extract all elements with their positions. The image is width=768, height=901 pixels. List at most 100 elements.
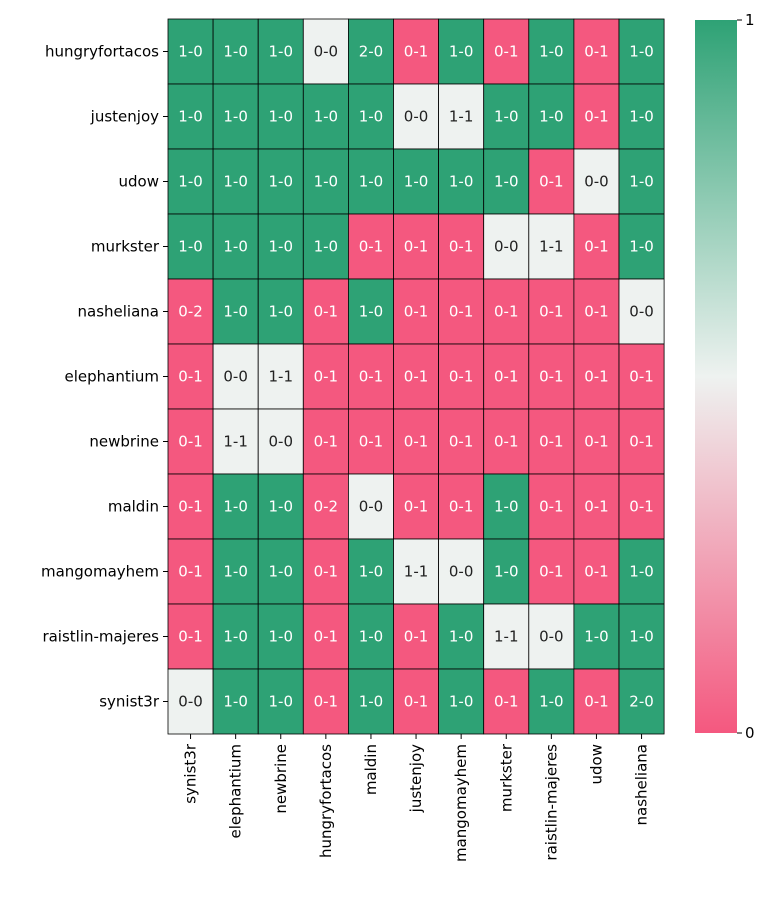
heatmap-cell <box>483 538 530 605</box>
heatmap-cell-label: 0-0 <box>269 433 294 451</box>
heatmap-cell-label: 1-0 <box>539 43 564 61</box>
heatmap-cell <box>528 668 575 735</box>
heatmap-cell-label: 0-1 <box>449 303 474 321</box>
heatmap-cell-label: 0-1 <box>539 173 564 191</box>
heatmap-cell <box>438 538 485 605</box>
heatmap-cell <box>167 148 214 215</box>
heatmap-cell <box>167 278 214 345</box>
heatmap-cell <box>483 18 530 85</box>
heatmap-cell-label: 1-0 <box>269 303 294 321</box>
heatmap-cell <box>212 473 259 540</box>
heatmap-cell <box>483 83 530 150</box>
heatmap-cell <box>573 538 620 605</box>
row-label: hungryfortacos <box>45 43 159 61</box>
heatmap-cell-label: 0-1 <box>584 693 609 711</box>
heatmap-cell <box>257 668 304 735</box>
heatmap-cell-label: 0-1 <box>314 628 339 646</box>
heatmap-cell-label: 1-0 <box>269 238 294 256</box>
heatmap-cell <box>528 343 575 410</box>
heatmap-cell <box>347 83 394 150</box>
heatmap-cell-label: 0-0 <box>449 563 474 581</box>
heatmap-cell-label: 0-1 <box>404 433 429 451</box>
heatmap-cell <box>212 668 259 735</box>
heatmap-cell-label: 1-0 <box>223 108 248 126</box>
heatmap-cell <box>302 278 349 345</box>
heatmap-cell-label: 0-1 <box>404 693 429 711</box>
heatmap-cell <box>573 83 620 150</box>
heatmap-cell-label: 0-1 <box>359 368 384 386</box>
heatmap-cell <box>167 83 214 150</box>
heatmap-cell-label: 1-0 <box>494 108 519 126</box>
heatmap-cell-label: 0-1 <box>584 303 609 321</box>
heatmap-cell-label: 1-0 <box>269 43 294 61</box>
heatmap-cell-label: 1-0 <box>314 238 339 256</box>
heatmap-cell <box>483 408 530 475</box>
heatmap-cell <box>393 473 439 540</box>
heatmap-cell-label: 1-0 <box>629 43 654 61</box>
heatmap-cell-label: 0-1 <box>449 368 474 386</box>
heatmap-cell <box>483 668 530 735</box>
heatmap-cell <box>302 18 349 85</box>
column-label: udow <box>587 744 605 784</box>
heatmap-cell-label: 1-0 <box>178 43 203 61</box>
heatmap-cell-label: 0-1 <box>178 433 203 451</box>
heatmap-cell <box>212 18 259 85</box>
column-label: nasheliana <box>633 744 651 825</box>
heatmap-cell <box>167 473 214 540</box>
heatmap-cell-label: 0-1 <box>314 303 339 321</box>
heatmap-cell <box>618 83 665 150</box>
heatmap-cell-label: 1-0 <box>178 108 203 126</box>
heatmap-cell-label: 1-0 <box>223 563 248 581</box>
heatmap-cell-label: 0-1 <box>584 433 609 451</box>
heatmap-cell <box>302 603 349 670</box>
heatmap-cell <box>438 408 485 475</box>
heatmap-cell-label: 0-1 <box>539 368 564 386</box>
heatmap-cell-label: 1-0 <box>223 498 248 516</box>
heatmap-cell <box>393 668 439 735</box>
heatmap-cell-label: 0-1 <box>584 498 609 516</box>
heatmap-cell-label: 1-0 <box>269 628 294 646</box>
row-label: synist3r <box>99 693 160 711</box>
heatmap-cell <box>302 538 349 605</box>
heatmap-cell <box>618 18 665 85</box>
heatmap-cell <box>618 668 665 735</box>
heatmap-cell <box>573 213 620 280</box>
heatmap-cell <box>618 278 665 345</box>
heatmap-cell <box>573 473 620 540</box>
heatmap-cell <box>438 213 485 280</box>
heatmap-cell-label: 1-0 <box>629 238 654 256</box>
heatmap-cell-label: 1-0 <box>539 108 564 126</box>
heatmap-cell-label: 1-0 <box>223 173 248 191</box>
heatmap-cell-label: 0-0 <box>223 368 248 386</box>
heatmap-cell <box>393 408 439 475</box>
heatmap-cell <box>528 603 575 670</box>
heatmap-cell <box>393 343 439 410</box>
column-label: mangomayhem <box>452 744 470 862</box>
heatmap-cell-label: 0-2 <box>178 303 203 321</box>
heatmap-cell-label: 1-0 <box>359 563 384 581</box>
heatmap-cell <box>618 473 665 540</box>
heatmap-cell <box>528 213 575 280</box>
heatmap-cell <box>347 603 394 670</box>
heatmap-cell-label: 0-1 <box>314 563 339 581</box>
heatmap-cell <box>167 408 214 475</box>
column-label: elephantium <box>227 744 245 839</box>
heatmap-cell <box>167 343 214 410</box>
heatmap-cell-label: 0-1 <box>449 433 474 451</box>
heatmap-cell <box>393 148 439 215</box>
heatmap-cell-label: 0-1 <box>494 433 519 451</box>
row-labels: hungryfortacos justenjoy udow murkster nashe… <box>39 41 168 712</box>
heatmap-cell <box>618 538 665 605</box>
heatmap-cell-label: 1-0 <box>359 173 384 191</box>
column-label: justenjoy <box>407 744 425 813</box>
heatmap-cell <box>347 148 394 215</box>
heatmap-cell-label: 0-1 <box>494 693 519 711</box>
heatmap-cell <box>528 83 575 150</box>
heatmap-cell <box>618 408 665 475</box>
heatmap-cell-label: 1-1 <box>494 628 519 646</box>
heatmap-cell <box>438 83 485 150</box>
heatmap-cell-label: 0-1 <box>584 108 609 126</box>
heatmap-cell <box>573 278 620 345</box>
row-label: mangomayhem <box>41 563 159 581</box>
